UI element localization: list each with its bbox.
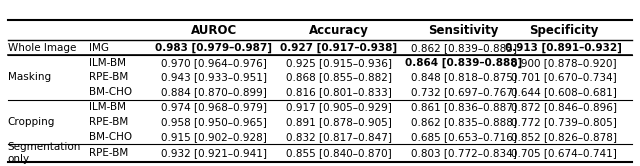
Text: 0.958 [0.950–0.965]: 0.958 [0.950–0.965] xyxy=(161,117,267,127)
Text: BM-CHO: BM-CHO xyxy=(89,132,132,142)
Text: 0.862 [0.839–0.885]: 0.862 [0.839–0.885] xyxy=(411,43,516,53)
Text: 0.900 [0.878–0.920]: 0.900 [0.878–0.920] xyxy=(511,58,616,68)
Text: 0.872 [0.846–0.896]: 0.872 [0.846–0.896] xyxy=(511,102,616,112)
Text: 0.974 [0.968–0.979]: 0.974 [0.968–0.979] xyxy=(161,102,267,112)
Text: 0.685 [0.653–0.716]: 0.685 [0.653–0.716] xyxy=(411,132,516,142)
Text: 0.832 [0.817–0.847]: 0.832 [0.817–0.847] xyxy=(286,132,392,142)
Text: 0.943 [0.933–0.951]: 0.943 [0.933–0.951] xyxy=(161,72,267,82)
Text: 0.970 [0.964–0.976]: 0.970 [0.964–0.976] xyxy=(161,58,267,68)
Text: 0.917 [0.905–0.929]: 0.917 [0.905–0.929] xyxy=(286,102,392,112)
Text: AUROC: AUROC xyxy=(191,24,237,37)
Text: Accuracy: Accuracy xyxy=(309,24,369,37)
Text: 0.983 [0.979–0.987]: 0.983 [0.979–0.987] xyxy=(156,43,273,53)
Text: BM-CHO: BM-CHO xyxy=(89,87,132,97)
Text: 0.864 [0.839–0.888]: 0.864 [0.839–0.888] xyxy=(405,57,522,68)
Text: 0.861 [0.836–0.887]: 0.861 [0.836–0.887] xyxy=(411,102,516,112)
Text: 0.848 [0.818–0.875]: 0.848 [0.818–0.875] xyxy=(411,72,516,82)
Text: Cropping: Cropping xyxy=(8,117,55,127)
Text: RPE-BM: RPE-BM xyxy=(89,72,128,82)
Text: ILM-BM: ILM-BM xyxy=(89,58,126,68)
Text: 0.925 [0.915–0.936]: 0.925 [0.915–0.936] xyxy=(286,58,392,68)
Text: 0.891 [0.878–0.905]: 0.891 [0.878–0.905] xyxy=(286,117,392,127)
Text: 0.732 [0.697–0.767]: 0.732 [0.697–0.767] xyxy=(411,87,516,97)
Text: Masking: Masking xyxy=(8,72,51,82)
Text: 0.862 [0.835–0.888]: 0.862 [0.835–0.888] xyxy=(411,117,516,127)
Text: 0.915 [0.902–0.928]: 0.915 [0.902–0.928] xyxy=(161,132,267,142)
Text: IMG: IMG xyxy=(89,43,109,53)
Text: 0.868 [0.855–0.882]: 0.868 [0.855–0.882] xyxy=(286,72,392,82)
Text: 0.644 [0.608–0.681]: 0.644 [0.608–0.681] xyxy=(511,87,616,97)
Text: 0.803 [0.772–0.834]: 0.803 [0.772–0.834] xyxy=(411,148,516,158)
Text: Sensitivity: Sensitivity xyxy=(429,24,499,37)
Text: ILM-BM: ILM-BM xyxy=(89,102,126,112)
Text: 0.772 [0.739–0.805]: 0.772 [0.739–0.805] xyxy=(511,117,616,127)
Text: 0.927 [0.917–0.938]: 0.927 [0.917–0.938] xyxy=(280,43,397,53)
Text: 0.816 [0.801–0.833]: 0.816 [0.801–0.833] xyxy=(286,87,392,97)
Text: 0.932 [0.921–0.941]: 0.932 [0.921–0.941] xyxy=(161,148,267,158)
Text: Whole Image: Whole Image xyxy=(8,43,76,53)
Text: Segmentation
only: Segmentation only xyxy=(8,142,81,164)
Text: 0.913 [0.891–0.932]: 0.913 [0.891–0.932] xyxy=(505,43,622,53)
Text: 0.855 [0.840–0.870]: 0.855 [0.840–0.870] xyxy=(286,148,392,158)
Text: RPE-BM: RPE-BM xyxy=(89,148,128,158)
Text: 0.852 [0.826–0.878]: 0.852 [0.826–0.878] xyxy=(511,132,616,142)
Text: 0.705 [0.674–0.741]: 0.705 [0.674–0.741] xyxy=(511,148,616,158)
Text: RPE-BM: RPE-BM xyxy=(89,117,128,127)
Text: 0.884 [0.870–0.899]: 0.884 [0.870–0.899] xyxy=(161,87,267,97)
Text: 0.701 [0.670–0.734]: 0.701 [0.670–0.734] xyxy=(511,72,616,82)
Text: Specificity: Specificity xyxy=(529,24,598,37)
